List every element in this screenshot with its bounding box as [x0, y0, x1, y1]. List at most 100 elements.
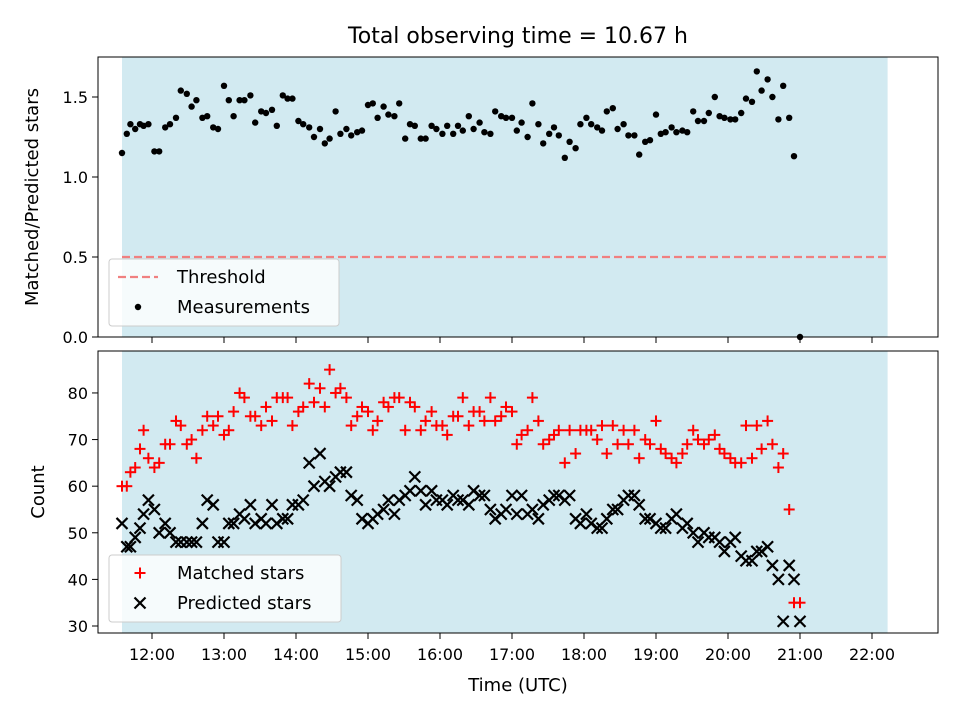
measurement-point — [118, 149, 126, 157]
matched-star-point — [735, 457, 747, 469]
x-tick-label: 20:00 — [705, 645, 751, 664]
ratio-y-axis-label: Matched/Predicted stars — [22, 88, 43, 306]
matched-star-point — [372, 415, 384, 427]
measurement-point — [690, 108, 697, 115]
measurement-point — [524, 133, 531, 141]
y-tick-label: 40 — [68, 570, 88, 589]
matched-star-point — [618, 424, 630, 436]
x-tick-label: 16:00 — [417, 645, 463, 664]
matched-star-point — [249, 410, 261, 422]
matched-star-point — [340, 392, 352, 404]
matched-star-point — [751, 420, 763, 432]
matched-star-point — [142, 452, 154, 464]
predicted-star-point — [190, 535, 203, 549]
measurement-point — [716, 113, 723, 120]
matched-star-point — [452, 410, 464, 422]
matched-star-point — [474, 406, 486, 418]
y-tick-label: 70 — [68, 431, 88, 450]
predicted-star-point — [124, 540, 137, 554]
matched-star-point — [766, 438, 778, 450]
measurement-point — [652, 111, 660, 118]
predicted-star-point — [659, 521, 672, 535]
measurement-point — [550, 124, 558, 131]
y-tick-label: 80 — [68, 384, 88, 403]
measurement-point — [230, 113, 237, 120]
measurement-point — [758, 87, 765, 94]
predicted-star-point — [377, 503, 390, 516]
count-x-ticks: 12:00 13:00 14:00 15:00 16:00 17:00 18:00 19:00… — [129, 633, 895, 664]
measurement-point — [753, 68, 760, 75]
predicted-star-point — [515, 489, 528, 502]
measurement-point — [518, 119, 525, 126]
x-tick-label: 12:00 — [129, 645, 175, 664]
measurement-point — [492, 108, 499, 115]
measurement-point — [422, 135, 429, 142]
ratio-x-ticks — [151, 337, 873, 343]
measurement-point — [406, 121, 414, 128]
predicted-star-point — [265, 498, 279, 512]
ratio-legend: Threshold Measurements — [108, 258, 340, 327]
matched-star-point — [553, 424, 565, 436]
predicted-star-point — [776, 615, 790, 628]
measurement-point — [354, 129, 361, 136]
matched-star-point — [756, 443, 768, 455]
predicted-star-point — [484, 503, 497, 516]
matched-star-point — [238, 392, 250, 404]
predicted-star-point — [686, 526, 700, 540]
measurement-point — [279, 92, 286, 99]
measurement-point — [742, 95, 750, 102]
matched-star-point — [393, 392, 405, 404]
matched-star-point — [420, 415, 432, 427]
measurement-point — [321, 140, 328, 147]
measurement-point — [748, 98, 756, 106]
predicted-star-point — [133, 521, 147, 535]
measurement-point — [572, 145, 579, 152]
predicted-star-point — [451, 493, 465, 507]
matched-star-point — [308, 396, 320, 408]
matched-star-point — [522, 424, 534, 436]
y-tick-label: 30 — [68, 617, 88, 636]
measurement-point — [546, 130, 553, 137]
predicted-star-point — [632, 498, 646, 512]
predicted-star-point — [222, 517, 236, 530]
matched-star-point — [622, 438, 634, 450]
matched-star-point — [495, 410, 507, 422]
matched-star-point — [489, 415, 501, 427]
matched-star-point — [207, 420, 219, 432]
predicted-star-point — [128, 531, 142, 544]
predicted-star-point — [638, 512, 652, 526]
predicted-star-point — [414, 484, 428, 498]
matched-star-point — [681, 438, 693, 450]
measurement-point — [252, 119, 259, 126]
ratio-panel: 0.0 0.5 1.0 1.5 Matched/Predicted stars Thr… — [22, 56, 939, 347]
matched-star-point — [415, 424, 427, 436]
measurement-point — [151, 148, 158, 155]
matched-star-point — [356, 401, 368, 413]
predicted-star-point — [478, 489, 491, 502]
matched-star-point — [324, 364, 336, 376]
x-tick-label: 13:00 — [201, 645, 247, 664]
measurement-point — [769, 93, 776, 101]
measurement-point — [258, 108, 265, 115]
legend-measurements-swatch — [134, 303, 142, 311]
predicted-star-point — [313, 447, 327, 460]
measurement-point — [337, 130, 344, 137]
measurement-point — [555, 132, 562, 139]
measurement-point — [738, 109, 745, 117]
measurement-point — [529, 100, 536, 107]
measurement-point — [417, 135, 424, 142]
measurement-point — [348, 132, 355, 139]
measurement-point — [561, 154, 568, 161]
count-legend: Matched stars Predicted stars — [108, 554, 342, 623]
measurement-point — [214, 125, 222, 133]
predicted-star-point — [196, 517, 209, 530]
measurement-point — [162, 124, 169, 131]
legend-box — [108, 258, 340, 327]
matched-star-point — [718, 448, 730, 460]
predicted-star-point — [787, 573, 801, 586]
measurement-point — [476, 119, 483, 126]
matched-star-point — [138, 424, 150, 436]
matched-star-point — [500, 401, 512, 413]
measurement-point — [620, 121, 627, 128]
